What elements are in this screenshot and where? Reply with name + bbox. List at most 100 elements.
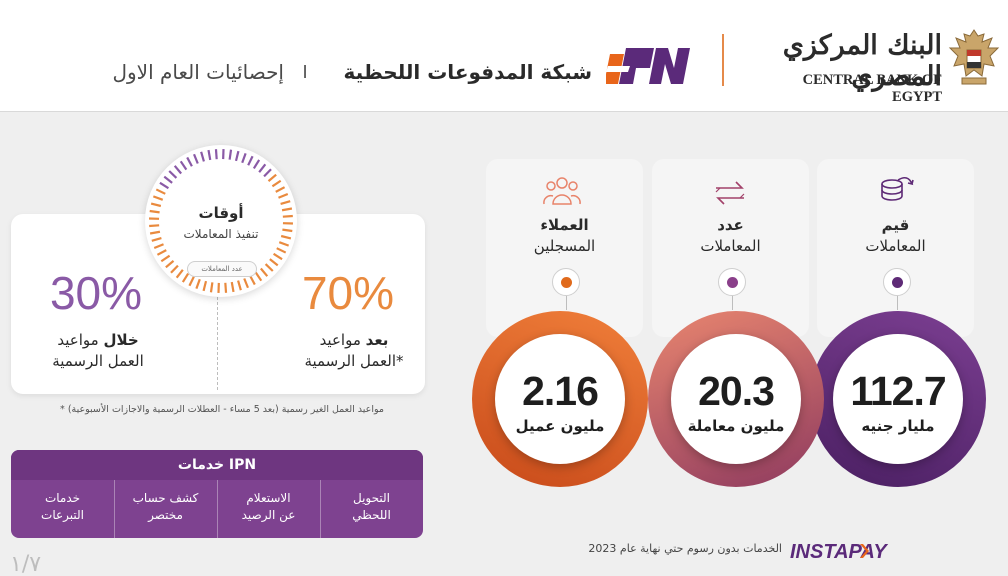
dial-tick bbox=[278, 193, 289, 199]
dial-tick bbox=[224, 282, 228, 293]
during-hours-label: خلال مواعيد العمل الرسمية bbox=[18, 330, 178, 372]
service-separator bbox=[114, 480, 115, 538]
metric-customers-marker bbox=[552, 268, 580, 296]
dial-tick bbox=[200, 151, 205, 162]
dial-tick bbox=[258, 163, 267, 173]
metric-values-label: قيم bbox=[881, 216, 910, 234]
service-balance-inquiry: الاستعلام عن الرصيد bbox=[217, 480, 320, 538]
dial-tick bbox=[230, 281, 235, 293]
marker-stem bbox=[897, 296, 898, 310]
dial-tick bbox=[151, 237, 162, 242]
metric-transactions-number: 20.3 bbox=[698, 368, 775, 414]
metric-customers-unit: مليون عميل bbox=[515, 417, 605, 435]
instapay-logo-text: INSTAPAY bbox=[790, 541, 888, 563]
dial-tick bbox=[152, 195, 164, 201]
hours-dial-pill: عدد المعاملات bbox=[187, 261, 257, 277]
metric-values-marker bbox=[883, 268, 911, 296]
metric-customers-number: 2.16 bbox=[522, 368, 599, 414]
dial-tick bbox=[254, 271, 263, 282]
dial-tick bbox=[188, 276, 195, 287]
dial-tick bbox=[195, 278, 201, 290]
metric-values-ring: 112.7 مليار جنيه bbox=[810, 311, 986, 487]
dial-tick bbox=[193, 153, 199, 164]
service-line1: كشف حساب bbox=[132, 491, 199, 505]
metric-values-sublabel: المعاملات bbox=[865, 237, 926, 255]
metric-customers-label: العملاء bbox=[540, 216, 589, 234]
marker-stem bbox=[566, 296, 567, 310]
dial-tick bbox=[280, 234, 292, 240]
hours-dial-ticks bbox=[149, 149, 293, 293]
after-hours-text2: العمل الرسمية* bbox=[304, 352, 404, 370]
dial-tick bbox=[271, 179, 282, 188]
during-hours-text2: العمل الرسمية bbox=[52, 352, 144, 370]
hours-footnote: * مواعيد العمل الغير رسمية (بعد 5 مساء -… bbox=[60, 404, 384, 415]
dial-tick bbox=[163, 175, 173, 184]
dial-tick bbox=[170, 264, 179, 274]
metric-transactions-marker bbox=[718, 268, 746, 296]
dial-tick bbox=[150, 202, 162, 208]
service-line1: خدمات bbox=[44, 491, 81, 505]
dial-tick bbox=[149, 209, 160, 214]
service-donations: خدمات التبرعات bbox=[11, 480, 114, 538]
central-bank-logo: البنك المركزي المصري CENTRAL BANK OF EGY… bbox=[752, 26, 1000, 105]
dial-tick bbox=[186, 156, 193, 167]
dial-tick bbox=[234, 150, 240, 162]
dial-tick bbox=[179, 160, 188, 171]
service-line1: التحويل bbox=[353, 491, 390, 505]
dial-tick bbox=[264, 263, 274, 272]
dial-tick bbox=[153, 243, 164, 249]
metric-values-number: 112.7 bbox=[850, 368, 946, 414]
dial-tick bbox=[275, 186, 286, 193]
dial-tick bbox=[247, 155, 254, 166]
header-divider bbox=[722, 34, 724, 86]
dial-tick bbox=[260, 267, 269, 277]
dial-tick bbox=[280, 200, 291, 205]
dial-tick bbox=[149, 230, 161, 235]
dial-tick bbox=[168, 170, 178, 179]
instapay-logo: INSTAPAY bbox=[790, 541, 888, 563]
marker-stem bbox=[732, 296, 733, 310]
dial-tick bbox=[282, 214, 293, 218]
dial-tick bbox=[237, 280, 242, 291]
dial-tick bbox=[160, 254, 171, 263]
services-title: خدمات IPN bbox=[11, 450, 423, 480]
transfer-arrows-icon bbox=[715, 181, 745, 205]
dial-tick bbox=[173, 165, 182, 175]
dial-tick bbox=[149, 224, 160, 228]
ipn-services-table: خدمات IPN التحويل اللحظي الاستعلام عن ال… bbox=[11, 450, 423, 538]
coins-icon bbox=[881, 176, 914, 201]
page-subtitle: إحصائيات العام الاول bbox=[112, 60, 284, 84]
service-mini-statement: كشف حساب مختصر bbox=[114, 480, 217, 538]
hours-dial-subtitle: تنفيذ المعاملات bbox=[183, 227, 259, 241]
metric-transactions-label: عدد bbox=[717, 216, 744, 234]
dial-tick bbox=[282, 228, 293, 233]
dial-tick bbox=[209, 282, 214, 293]
dial-tick bbox=[243, 278, 249, 289]
metric-transactions-ring: 20.3 مليون معاملة bbox=[648, 311, 824, 487]
during-hours-bold: خلال bbox=[103, 331, 139, 349]
metric-customers-sublabel: المسجلين bbox=[533, 237, 596, 255]
service-separator bbox=[217, 480, 218, 538]
metric-transactions-sublabel: المعاملات bbox=[700, 237, 761, 255]
during-hours-text1: مواعيد bbox=[57, 331, 99, 349]
dial-tick bbox=[207, 149, 212, 161]
dial-tick bbox=[159, 181, 170, 190]
during-hours-percent: 30% bbox=[49, 267, 143, 319]
dial-tick bbox=[272, 252, 283, 261]
after-hours-bold: بعد bbox=[365, 331, 389, 349]
after-hours-percent: 70% bbox=[301, 267, 395, 319]
page-title: شبكة المدفوعات اللحظية bbox=[343, 60, 592, 84]
users-icon bbox=[543, 177, 581, 205]
dial-tick bbox=[252, 159, 261, 170]
service-separator bbox=[320, 480, 321, 538]
dial-tick bbox=[249, 275, 256, 286]
service-line2: مختصر bbox=[148, 508, 183, 522]
service-line2: التبرعات bbox=[41, 508, 84, 522]
ipn-logo bbox=[606, 48, 690, 84]
metric-card-values bbox=[817, 159, 974, 337]
dial-tick bbox=[175, 269, 184, 279]
dial-tick bbox=[241, 152, 247, 164]
dial-tick bbox=[278, 241, 290, 247]
instapay-note: الخدمات بدون رسوم حتي نهاية عام 2023 bbox=[588, 542, 782, 555]
service-line2: عن الرصيد bbox=[241, 508, 296, 522]
